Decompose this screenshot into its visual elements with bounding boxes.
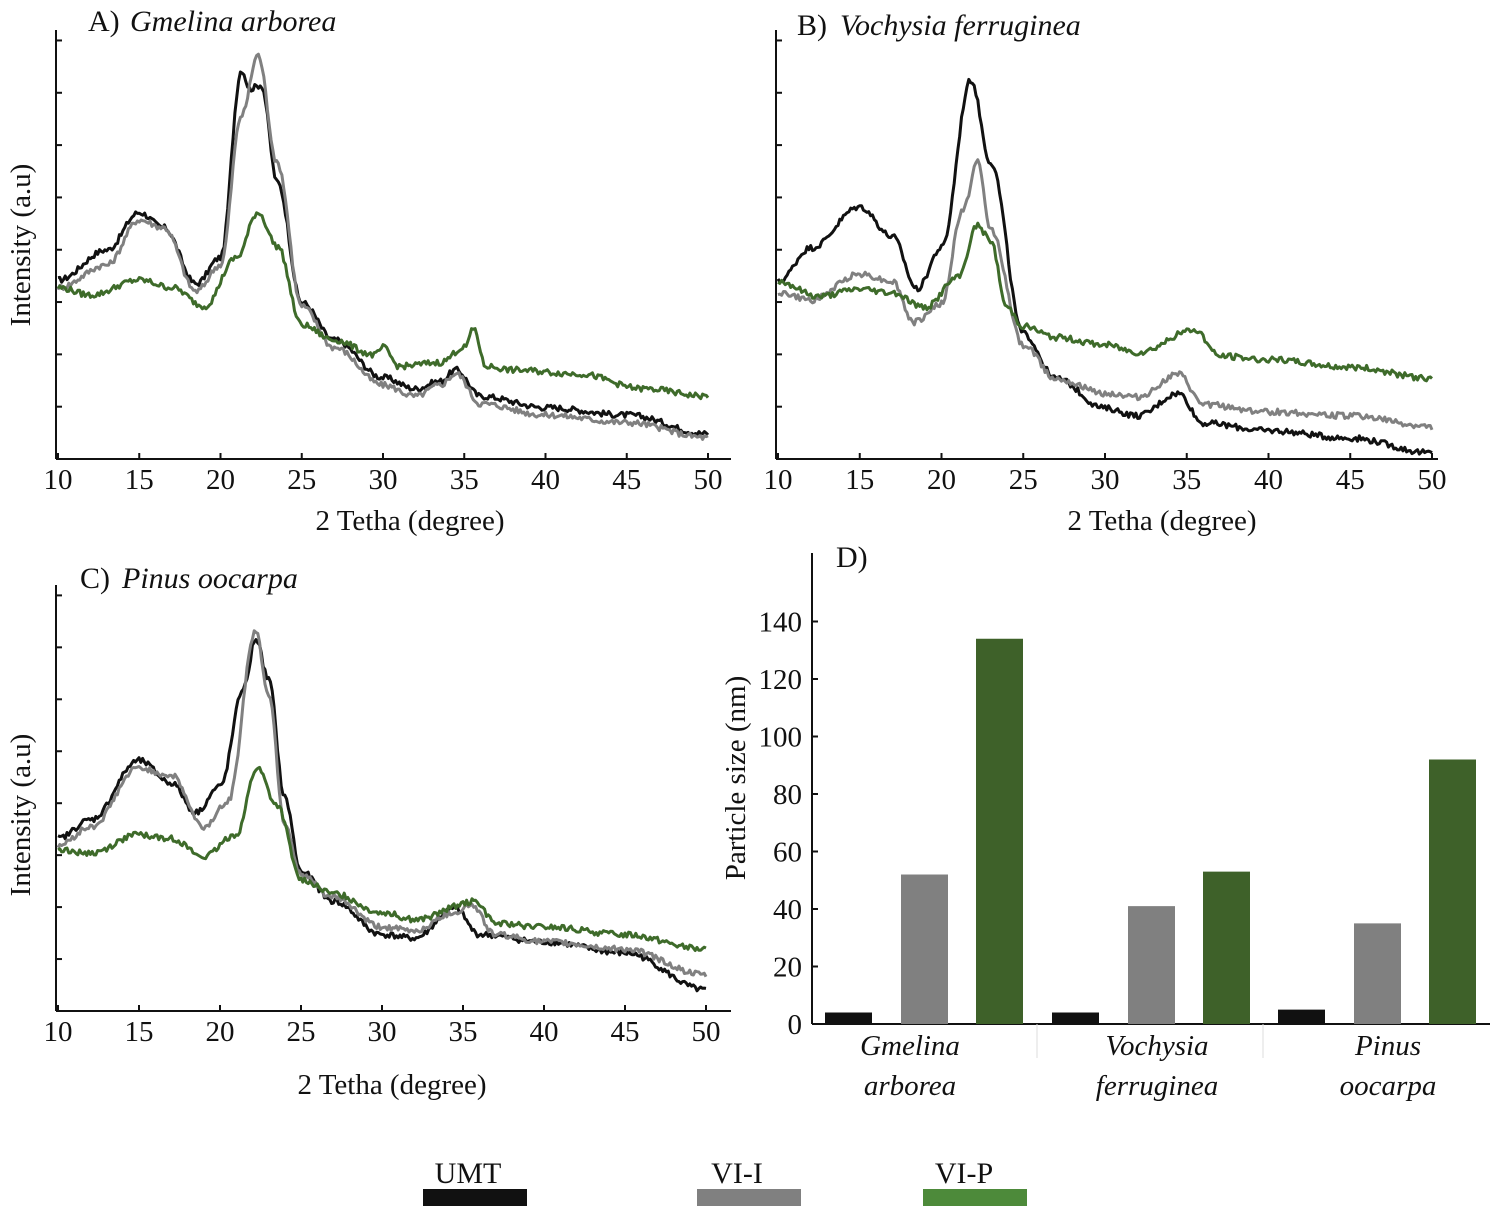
legend-label-vi-p: VI-P [935, 1157, 993, 1190]
panel-c-x-tick-label: 35 [449, 1016, 478, 1048]
panel-b-series-umt [776, 77, 1433, 456]
panel-d-y-tick-label: 140 [759, 607, 803, 639]
panel-b-series-vi-p [777, 221, 1433, 383]
panel-b-y-ticks [776, 39, 782, 408]
panel-a-series-vi-p [56, 211, 710, 401]
bar-vochysia-ferruginea-umt [1052, 1012, 1099, 1024]
bar-vochysia-ferruginea-vi-p [1203, 871, 1250, 1024]
panel-a-x-tick-label: 15 [125, 464, 154, 496]
panel-b-x-tick-label: 45 [1336, 464, 1365, 496]
panel-d-category-label: ferruginea [1096, 1070, 1218, 1102]
panel-a-x-tick-label: 35 [450, 464, 479, 496]
panel-c-x-tick-label: 10 [44, 1016, 73, 1048]
bar-pinus-oocarpa-vi-i [1354, 923, 1401, 1024]
panel-d-category-label: Vochysia [1105, 1030, 1208, 1062]
panel-b-label: B) [797, 9, 827, 42]
panel-b-series-vi-i [777, 158, 1434, 431]
panel-b-x-tick-label: 35 [1172, 464, 1201, 496]
panel-a-series-vi-i [56, 52, 709, 441]
panel-c-x-tick-label: 20 [206, 1016, 235, 1048]
panel-b-x-tick-label: 50 [1418, 464, 1447, 496]
panel-d-label: D) [836, 541, 868, 574]
panel-a: A) Gmelina arborea 10 15 20 25 30 35 40 45 50 2 … [5, 5, 731, 537]
panel-d-y-tick-label: 0 [788, 1009, 803, 1041]
panel-b-x-tick-label: 25 [1009, 464, 1038, 496]
panel-a-x-label: 2 Tetha (degree) [315, 505, 504, 537]
panel-c-series-umt [57, 638, 707, 993]
bar-gmelina-arborea-vi-i [901, 874, 948, 1024]
panel-b-x-ticks: 10 15 20 25 30 35 40 45 50 [764, 453, 1447, 496]
panel-c-x-ticks: 10 15 20 25 30 35 40 45 50 [44, 1005, 721, 1048]
legend-item-vi-p: VI-P [923, 1157, 1027, 1206]
panel-a-x-tick-label: 10 [44, 464, 73, 496]
panel-d-y-tick-label: 40 [773, 894, 802, 926]
panel-a-x-tick-label: 25 [287, 464, 316, 496]
panel-c-series [56, 629, 708, 993]
legend-label-umt: UMT [435, 1157, 502, 1190]
panel-d-category-label: Pinus [1354, 1030, 1421, 1062]
panel-b: B) Vochysia ferruginea 10 15 20 25 30 35 40 45 5… [764, 9, 1447, 537]
legend-swatch-umt [423, 1189, 527, 1206]
panel-b-x-tick-label: 15 [845, 464, 874, 496]
panel-d-y-tick-label: 100 [759, 722, 803, 754]
panel-a-x-tick-label: 30 [369, 464, 398, 496]
panel-c-x-tick-label: 25 [287, 1016, 316, 1048]
panel-b-species: Vochysia ferruginea [840, 9, 1081, 42]
panel-d: D) 0 20 40 60 80 100 120 140 Gmelina arborea Voch… [720, 541, 1490, 1102]
panel-c-x-label: 2 Tetha (degree) [297, 1069, 486, 1101]
bar-gmelina-arborea-vi-p [976, 638, 1023, 1024]
panel-d-bars [825, 638, 1476, 1024]
panel-b-series [776, 77, 1434, 456]
panel-d-category-label: oocarpa [1340, 1070, 1437, 1102]
panel-c-series-vi-i [56, 629, 708, 978]
panel-c-series-vi-p [57, 765, 707, 952]
panel-c-x-tick-label: 40 [530, 1016, 559, 1048]
panel-a-x-tick-label: 40 [531, 464, 560, 496]
panel-a-x-ticks: 10 15 20 25 30 35 40 45 50 [44, 453, 723, 496]
legend-swatch-vi-i [697, 1189, 801, 1206]
panel-a-species: Gmelina arborea [130, 5, 336, 38]
panel-d-y-ticks: 0 20 40 60 80 100 120 140 [759, 607, 818, 1041]
panel-d-y-tick-label: 60 [773, 837, 802, 869]
panel-a-y-label: Intensity (a.u) [5, 164, 37, 327]
panel-c-label: C) [80, 562, 110, 595]
legend-label-vi-i: VI-I [711, 1157, 763, 1190]
panel-a-label: A) [88, 5, 120, 38]
legend-item-vi-i: VI-I [697, 1157, 801, 1206]
panel-c-y-ticks [56, 594, 62, 961]
legend-swatch-vi-p [923, 1189, 1027, 1206]
panel-d-categories: Gmelina arborea Vochysia ferruginea Pinus ooc… [860, 1024, 1436, 1102]
panel-a-x-tick-label: 45 [612, 464, 641, 496]
panel-b-x-tick-label: 40 [1254, 464, 1283, 496]
panel-c-x-tick-label: 30 [368, 1016, 397, 1048]
panel-a-y-ticks [56, 39, 62, 408]
panel-b-x-tick-label: 10 [764, 464, 793, 496]
panel-b-x-tick-label: 30 [1091, 464, 1120, 496]
panel-c-x-tick-label: 45 [611, 1016, 640, 1048]
panel-c-species: Pinus oocarpa [121, 562, 298, 595]
panel-a-series [56, 52, 710, 441]
bar-pinus-oocarpa-vi-p [1429, 759, 1476, 1024]
panel-c: C) Pinus oocarpa 10 15 20 25 30 35 40 45 50 2 Te… [5, 562, 731, 1101]
panel-d-y-tick-label: 80 [773, 779, 802, 811]
panel-a-x-tick-label: 50 [694, 464, 723, 496]
panel-d-y-tick-label: 120 [759, 664, 803, 696]
bar-pinus-oocarpa-umt [1278, 1009, 1325, 1024]
panel-b-x-tick-label: 20 [927, 464, 956, 496]
panel-c-x-tick-label: 50 [692, 1016, 721, 1048]
panel-d-y-label: Particle size (nm) [720, 676, 752, 881]
legend: UMT VI-I VI-P [423, 1157, 1027, 1206]
panel-b-x-label: 2 Tetha (degree) [1067, 505, 1256, 537]
legend-item-umt: UMT [423, 1157, 527, 1206]
panel-a-x-tick-label: 20 [206, 464, 235, 496]
bar-vochysia-ferruginea-vi-i [1128, 906, 1175, 1024]
bar-gmelina-arborea-umt [825, 1012, 872, 1024]
panel-c-y-label: Intensity (a.u) [5, 734, 37, 897]
panel-d-y-tick-label: 20 [773, 952, 802, 984]
panel-c-x-tick-label: 15 [125, 1016, 154, 1048]
panel-d-category-label: Gmelina [860, 1030, 960, 1062]
panel-d-category-label: arborea [864, 1070, 956, 1102]
